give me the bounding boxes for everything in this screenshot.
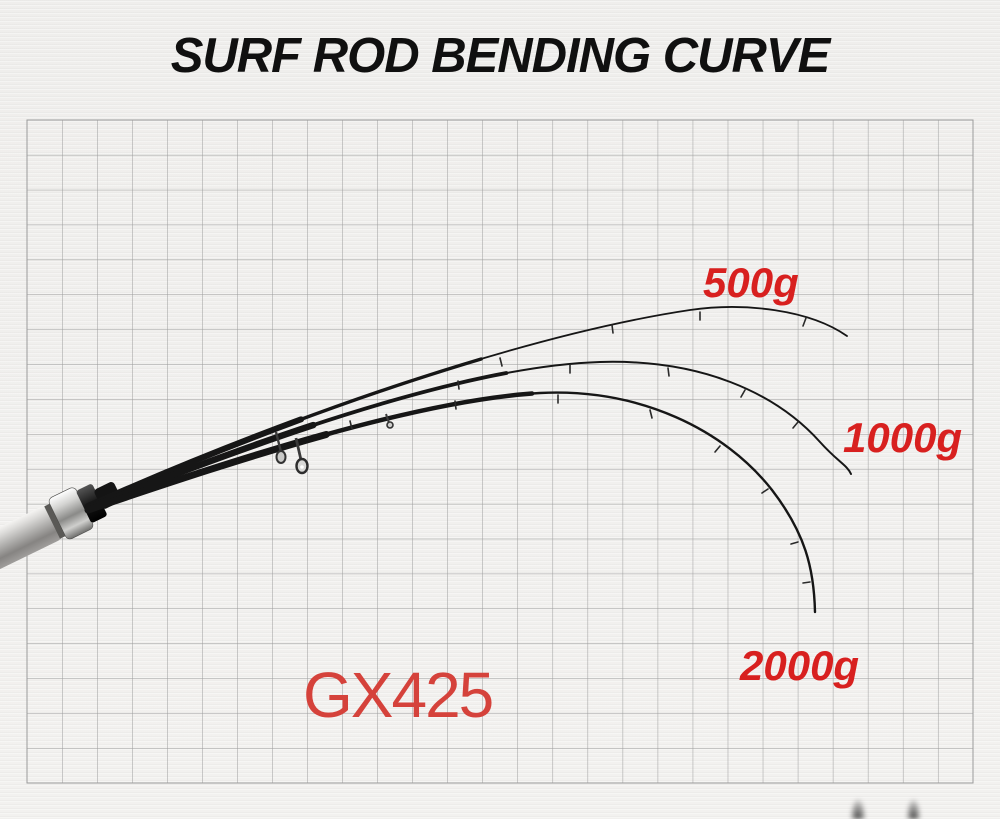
curve-500g (85, 304, 850, 509)
handle-foam-grip (0, 506, 62, 598)
load-label-500g: 500g (703, 259, 799, 306)
load-label-1000g: 1000g (843, 414, 963, 461)
grid-paper (26, 119, 974, 784)
bottom-edge-artifact (850, 799, 866, 819)
bottom-edge-artifact (906, 799, 921, 819)
curve-2000g (84, 389, 819, 616)
stripping-guides (274, 413, 394, 475)
load-label-2000g: 2000g (740, 642, 860, 689)
page-title: SURF ROD BENDING CURVE (170, 29, 831, 83)
model-label: GX425 (303, 659, 494, 731)
rod-guide-ticks (349, 311, 811, 584)
